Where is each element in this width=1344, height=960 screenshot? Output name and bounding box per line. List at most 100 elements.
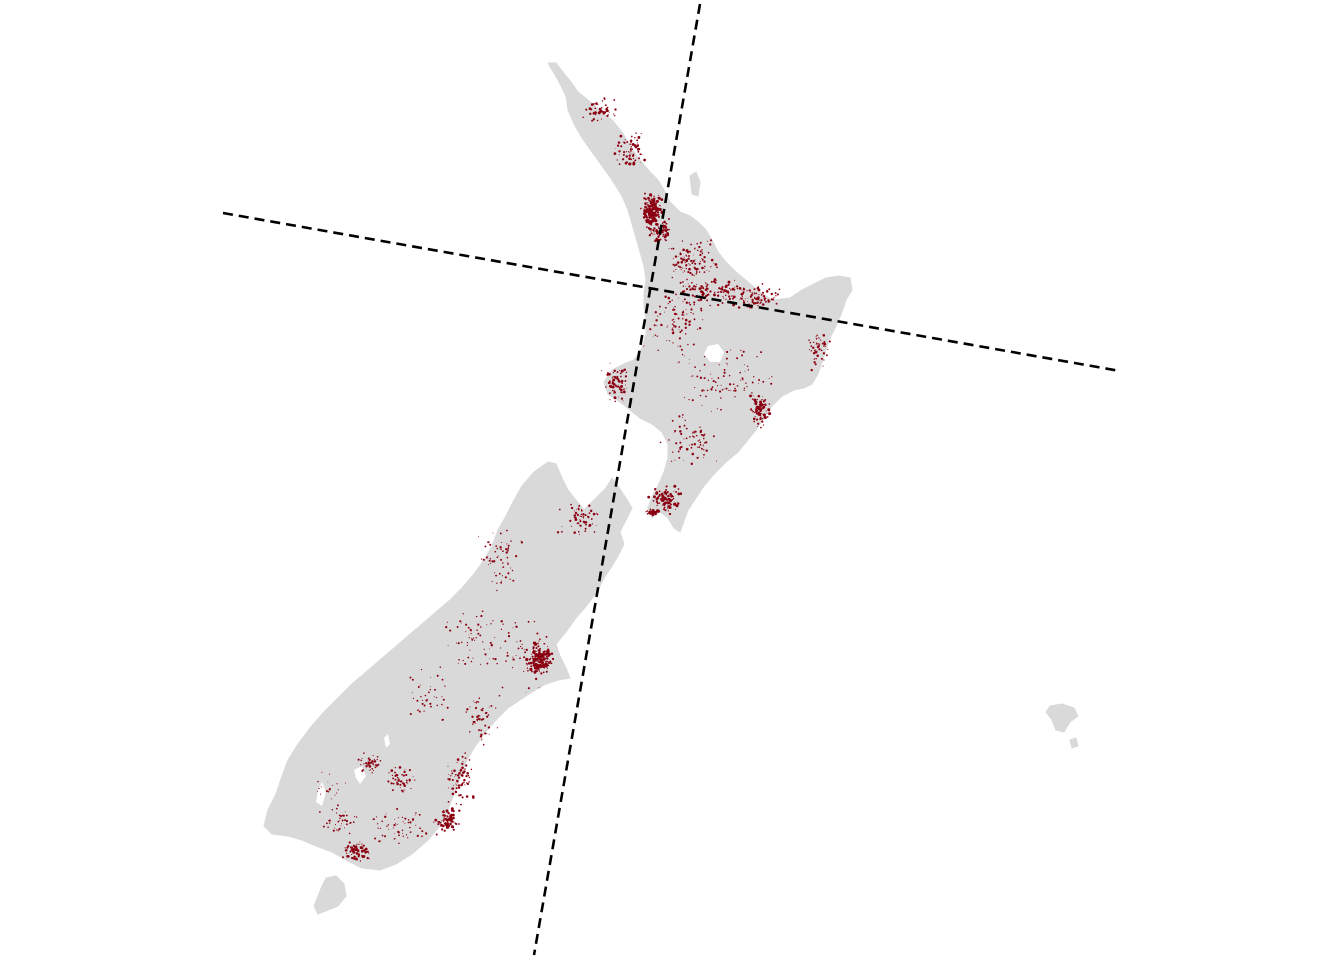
population-dot <box>601 110 604 113</box>
population-dot <box>619 372 622 375</box>
population-dot <box>657 349 659 352</box>
population-dot <box>809 341 812 344</box>
population-dot <box>678 415 681 418</box>
population-dot <box>654 205 657 207</box>
population-dot <box>463 778 466 782</box>
population-dot <box>815 350 818 353</box>
population-dot <box>574 510 576 512</box>
population-dot <box>669 503 672 506</box>
population-dot <box>405 781 408 784</box>
population-dot <box>677 502 680 505</box>
population-dot <box>466 644 468 647</box>
population-dot <box>815 336 817 338</box>
population-dot <box>761 407 763 409</box>
population-dot <box>755 416 757 418</box>
population-dot <box>449 629 452 632</box>
population-dot <box>468 776 471 779</box>
population-dot <box>403 789 405 791</box>
population-dot <box>545 635 548 638</box>
population-dot <box>619 387 621 390</box>
population-dot <box>762 380 765 383</box>
population-dot <box>374 766 377 769</box>
population-dot <box>515 655 517 656</box>
population-dot <box>558 508 561 511</box>
population-dot <box>690 446 693 449</box>
population-dot <box>655 230 658 233</box>
population-dot <box>721 389 724 391</box>
population-dot <box>574 518 578 521</box>
population-dot <box>556 531 560 534</box>
population-dot <box>357 853 361 856</box>
population-dot <box>423 710 425 712</box>
population-dot <box>445 823 449 827</box>
population-dot <box>420 668 423 671</box>
population-dot <box>454 773 457 776</box>
population-dot <box>525 657 529 662</box>
population-dot <box>652 230 654 231</box>
population-dot <box>579 534 580 536</box>
population-dot <box>686 313 688 315</box>
population-dot <box>529 667 533 672</box>
population-dot <box>437 823 440 826</box>
population-dot <box>490 704 493 707</box>
population-dot <box>392 777 395 780</box>
population-dot <box>714 281 717 284</box>
population-dot <box>672 496 675 498</box>
population-dot <box>628 162 632 166</box>
population-dot <box>380 840 382 842</box>
population-dot <box>600 118 602 120</box>
population-dot <box>507 563 509 565</box>
population-dot <box>705 294 708 298</box>
population-dot <box>740 349 742 352</box>
population-dot <box>397 831 400 834</box>
population-dot <box>711 378 713 380</box>
population-dot <box>451 820 454 823</box>
lakes-layer <box>316 344 724 806</box>
population-dot <box>491 560 494 563</box>
population-dot <box>816 354 819 357</box>
population-dot <box>761 303 765 306</box>
population-dot <box>417 709 419 712</box>
population-dot <box>507 572 510 575</box>
population-dot <box>498 694 501 697</box>
population-dot <box>664 501 667 504</box>
population-dot <box>696 328 699 330</box>
population-dot <box>403 784 406 788</box>
population-dot <box>616 371 619 374</box>
population-dot <box>505 660 507 662</box>
population-dot <box>622 380 624 382</box>
population-dot <box>620 369 624 373</box>
population-dot <box>699 376 703 379</box>
population-dot <box>751 398 754 400</box>
population-dot <box>664 306 667 309</box>
population-dot <box>535 647 538 649</box>
population-dot <box>658 511 661 513</box>
population-dot <box>672 247 675 250</box>
population-dot <box>691 259 693 262</box>
population-dot <box>672 330 674 332</box>
population-dot <box>487 564 489 566</box>
population-dot <box>430 686 431 688</box>
population-dot <box>507 634 511 638</box>
population-dot <box>376 823 379 825</box>
population-dot <box>629 148 632 151</box>
population-dot <box>741 377 744 380</box>
population-dot <box>671 276 674 279</box>
population-dot <box>823 343 827 346</box>
population-dot <box>364 850 368 854</box>
population-dot <box>641 153 643 156</box>
population-dot <box>622 390 626 394</box>
population-dot <box>770 292 774 296</box>
population-dot <box>451 778 454 782</box>
population-dot <box>761 417 764 420</box>
population-dot <box>435 818 437 821</box>
population-dot <box>657 226 659 228</box>
population-dot <box>680 260 684 264</box>
population-dot <box>349 850 352 853</box>
population-dot <box>812 341 815 344</box>
population-dot <box>682 285 685 287</box>
population-dot <box>810 350 813 352</box>
population-dot <box>711 386 714 389</box>
population-dot <box>396 774 399 777</box>
population-dot <box>676 261 680 264</box>
